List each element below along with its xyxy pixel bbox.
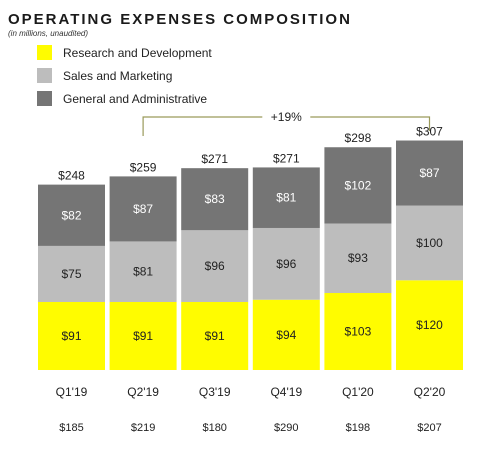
bar-segment-research-and-development	[252, 299, 320, 370]
chart-subtitle: (in millions, unaudited)	[8, 29, 88, 38]
bottom-value-label: $180	[202, 422, 226, 434]
x-tick-label: Q3'19	[199, 385, 231, 399]
bottom-value-label: $290	[274, 422, 298, 434]
bar-segment-research-and-development	[324, 293, 392, 370]
x-tick-label: Q4'19	[270, 385, 302, 399]
x-axis-ticks: Q1'19 Q2'19 Q3'19 Q4'19 Q1'20 Q2'20	[56, 385, 446, 399]
annotation-bracket-left	[142, 116, 263, 136]
bar-segment-research-and-development	[181, 301, 249, 370]
bar-value-label: $103	[345, 325, 372, 339]
bar-segment-sales-and-marketing	[396, 205, 463, 281]
x-tick-label: Q1'20	[342, 385, 374, 399]
x-tick-label: Q1'19	[56, 385, 88, 399]
bar-segment-sales-and-marketing	[109, 241, 177, 302]
bar-total-label: $259	[130, 160, 157, 174]
bar-total-label: $298	[345, 131, 372, 145]
bar-segment-research-and-development	[109, 301, 177, 370]
bar-value-label: $83	[205, 192, 225, 206]
bar-segment-general-and-administrative	[109, 176, 177, 242]
annotation-label: +19%	[271, 110, 302, 124]
bottom-value-label: $207	[417, 422, 441, 434]
bar-segment-research-and-development	[38, 301, 105, 370]
bar-value-label: $100	[416, 236, 443, 250]
bar-value-label: $81	[276, 191, 296, 205]
bar-value-label: $94	[276, 328, 296, 342]
legend-label-sales-and-marketing: Sales and Marketing	[63, 69, 172, 83]
bar-value-label: $91	[133, 329, 153, 343]
bottom-values-row: $185 $219 $180 $290 $198 $207	[59, 422, 441, 434]
bar-value-label: $87	[419, 166, 439, 180]
bar-segment-sales-and-marketing	[324, 223, 392, 294]
legend-swatch-general-and-administrative	[37, 91, 52, 106]
legend-swatch-research-and-development	[37, 45, 52, 60]
bar-segment-sales-and-marketing	[252, 227, 320, 300]
bar-segment-general-and-administrative	[252, 167, 320, 228]
bar-segment-sales-and-marketing	[38, 245, 105, 302]
bar-value-label: $87	[133, 202, 153, 216]
bar-segment-general-and-administrative	[181, 168, 249, 231]
bar-value-label: $96	[276, 257, 296, 271]
bar-total-label: $271	[201, 152, 228, 166]
bar-segment-research-and-development	[396, 280, 463, 370]
bar-value-label: $120	[416, 318, 443, 332]
bar-value-label: $75	[61, 267, 81, 281]
legend-swatch-sales-and-marketing	[37, 68, 52, 83]
bar-value-label: $96	[205, 259, 225, 273]
bar-value-label: $91	[61, 329, 81, 343]
bar-total-label: $248	[58, 169, 85, 183]
growth-annotation: +19%	[142, 110, 431, 136]
legend-label-general-and-administrative: General and Administrative	[63, 92, 207, 106]
bars: $91 $75 $82 $248 $91 $81 $87 $259 $91 $96 $83 $271 $…	[38, 125, 463, 370]
legend-label-research-and-development: Research and Development	[63, 46, 212, 60]
bar-value-label: $91	[205, 329, 225, 343]
bar-segment-general-and-administrative	[38, 184, 105, 246]
x-tick-label: Q2'20	[414, 385, 446, 399]
bar-value-label: $82	[61, 208, 81, 222]
bottom-value-label: $198	[346, 422, 370, 434]
x-tick-label: Q2'19	[127, 385, 159, 399]
bottom-value-label: $219	[131, 422, 155, 434]
bar-total-label: $307	[416, 125, 443, 139]
bar-value-label: $81	[133, 265, 153, 279]
bar-segment-general-and-administrative	[396, 140, 463, 206]
bottom-value-label: $185	[59, 422, 83, 434]
annotation-bracket-right	[310, 116, 431, 131]
legend: Research and Development Sales and Market…	[37, 45, 212, 106]
bar-segment-general-and-administrative	[324, 147, 392, 224]
bar-value-label: $102	[345, 178, 372, 192]
bar-value-label: $93	[348, 251, 368, 265]
bar-segment-sales-and-marketing	[181, 230, 249, 302]
chart-title: OPERATING EXPENSES COMPOSITION	[8, 11, 352, 28]
bar-total-label: $271	[273, 151, 300, 165]
